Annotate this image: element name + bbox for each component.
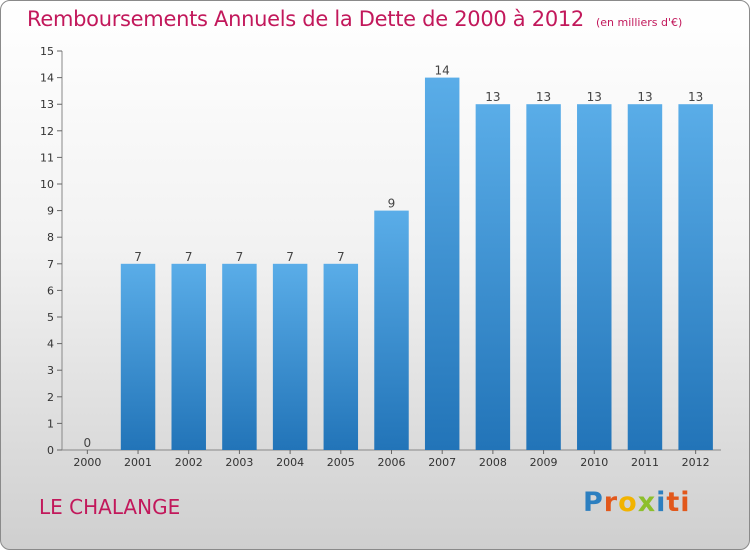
y-tick-label: 4 bbox=[47, 338, 54, 351]
commune-name: LE CHALANGE bbox=[39, 495, 181, 519]
x-tick-label: 2004 bbox=[276, 456, 304, 469]
value-label-2007: 14 bbox=[435, 64, 450, 78]
chart-title: Remboursements Annuels de la Dette de 20… bbox=[27, 7, 683, 31]
bar-2003 bbox=[222, 263, 257, 450]
x-tick-label: 2001 bbox=[124, 456, 152, 469]
x-tick-label: 2011 bbox=[631, 456, 659, 469]
y-tick-label: 7 bbox=[47, 258, 54, 271]
bar-2011 bbox=[627, 104, 663, 450]
x-tick-label: 2008 bbox=[479, 456, 507, 469]
bar-2007 bbox=[424, 77, 460, 450]
y-tick-label: 13 bbox=[40, 98, 54, 111]
value-label-2001: 7 bbox=[134, 250, 142, 264]
y-tick-label: 8 bbox=[47, 231, 54, 244]
proxiti-logo: Proxiti bbox=[583, 487, 691, 518]
x-tick-label: 2006 bbox=[378, 456, 406, 469]
value-label-2010: 13 bbox=[587, 90, 602, 104]
value-label-2002: 7 bbox=[185, 250, 193, 264]
x-tick-label: 2003 bbox=[225, 456, 253, 469]
x-tick-label: 2009 bbox=[530, 456, 558, 469]
y-tick-label: 9 bbox=[47, 205, 54, 218]
bar-2005 bbox=[323, 263, 359, 450]
x-tick-label: 2010 bbox=[580, 456, 608, 469]
x-tick-label: 2005 bbox=[327, 456, 355, 469]
value-label-2003: 7 bbox=[236, 250, 244, 264]
bar-2004 bbox=[272, 263, 308, 450]
y-tick-label: 11 bbox=[40, 151, 54, 164]
y-tick-label: 2 bbox=[47, 391, 54, 404]
y-tick-label: 5 bbox=[47, 311, 54, 324]
bar-2012 bbox=[678, 104, 713, 450]
y-tick-label: 14 bbox=[40, 72, 54, 85]
y-tick-label: 10 bbox=[40, 178, 54, 191]
bars bbox=[120, 77, 713, 450]
x-tick-label: 2012 bbox=[682, 456, 710, 469]
bar-2002 bbox=[171, 263, 206, 450]
x-axis: 2000 2001 2002 2003 2004 2005 2006 2007 2008 2009… bbox=[62, 449, 721, 469]
value-label-2011: 13 bbox=[637, 90, 652, 104]
bar-2008 bbox=[475, 104, 511, 450]
value-label-2005: 7 bbox=[337, 250, 345, 264]
y-tick-label: 15 bbox=[40, 45, 54, 58]
y-tick-label: 12 bbox=[40, 125, 54, 138]
y-tick-label: 1 bbox=[47, 417, 54, 430]
x-tick-label: 2000 bbox=[73, 456, 101, 469]
value-label-2008: 13 bbox=[485, 90, 500, 104]
bar-2010 bbox=[577, 104, 612, 450]
value-label-2012: 13 bbox=[688, 90, 703, 104]
value-labels: 0 7 7 7 7 7 9 14 13 13 13 13 13 bbox=[84, 64, 704, 450]
value-label-2009: 13 bbox=[536, 90, 551, 104]
value-label-2000: 0 bbox=[84, 436, 92, 450]
value-label-2004: 7 bbox=[286, 250, 294, 264]
y-tick-label: 6 bbox=[47, 284, 54, 297]
y-tick-label: 3 bbox=[47, 364, 54, 377]
x-tick-label: 2002 bbox=[175, 456, 203, 469]
x-tick-label: 2007 bbox=[428, 456, 456, 469]
bar-2006 bbox=[374, 210, 409, 450]
value-label-2006: 9 bbox=[388, 197, 396, 211]
y-tick-label: 0 bbox=[47, 444, 54, 457]
chart-subtitle: (en milliers d'€) bbox=[596, 16, 683, 29]
bar-2001 bbox=[120, 263, 156, 450]
bar-2009 bbox=[526, 104, 561, 450]
